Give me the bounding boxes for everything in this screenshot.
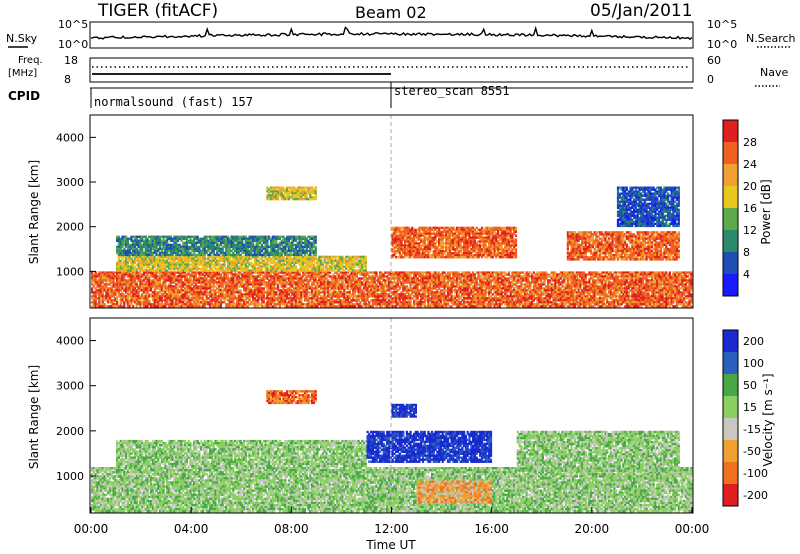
freq-label-line2: [MHz] — [8, 68, 37, 79]
beam-label: Beam 02 — [355, 3, 427, 22]
nsky-tick-top: 10^5 — [58, 18, 88, 31]
nsearch-label: N.Search — [746, 32, 796, 45]
nsearch-tick-top: 10^5 — [707, 18, 737, 31]
nsky-trace — [91, 27, 692, 39]
freq-tick-bottom: 8 — [64, 73, 71, 86]
radar-summary-plot: TIGER (fitACF) Beam 02 05/Jan/2011 N.Sky… — [0, 0, 800, 554]
nave-tick-top: 60 — [707, 54, 721, 67]
cpid-label: CPID — [8, 89, 40, 103]
heatmap-cell — [220, 305, 222, 307]
nsearch-tick-bottom: 10^0 — [707, 38, 737, 51]
freq-panel — [90, 58, 693, 82]
nave-label: Nave — [760, 66, 788, 79]
nsky-panel — [90, 22, 693, 48]
cpid-panel: normalsound (fast) 157 stereo_scan 8551 — [90, 82, 693, 109]
radar-title: TIGER (fitACF) — [97, 1, 218, 21]
cpid-segment-label: stereo_scan 8551 — [394, 84, 510, 98]
nsky-tick-bottom: 10^0 — [58, 38, 88, 51]
nsky-label: N.Sky — [6, 32, 38, 45]
nave-tick-bottom: 0 — [707, 73, 714, 86]
heatmap-cell — [123, 305, 125, 307]
freq-label-line1: Freq. — [18, 55, 43, 66]
cpid-segment-label: normalsound (fast) 157 — [94, 95, 253, 109]
freq-tick-top: 18 — [64, 54, 78, 67]
heatmap-cell — [132, 305, 134, 307]
date-label: 05/Jan/2011 — [590, 1, 693, 21]
